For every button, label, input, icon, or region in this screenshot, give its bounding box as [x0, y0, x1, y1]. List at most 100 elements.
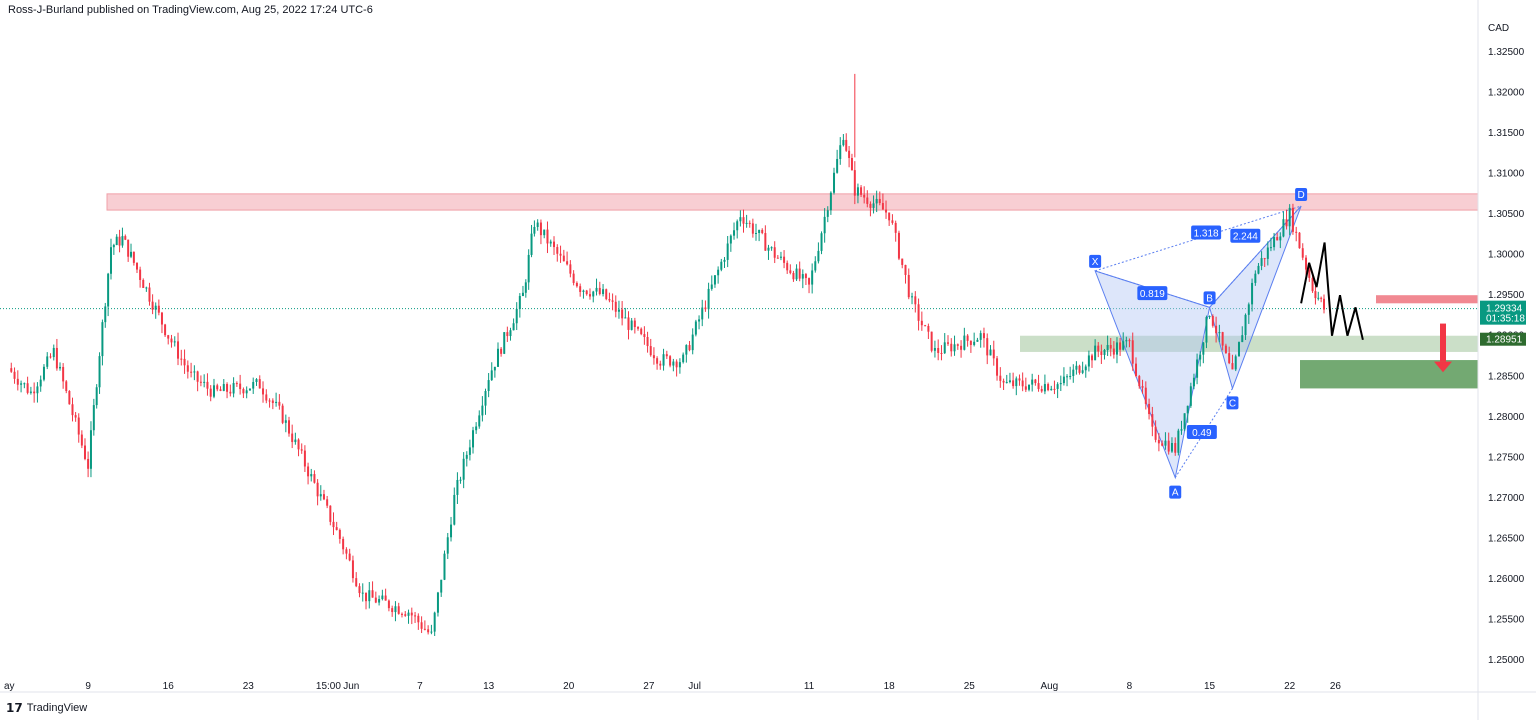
candle-body	[969, 340, 972, 345]
candle-body	[1211, 316, 1214, 326]
candle-body	[729, 235, 732, 244]
candle-body	[490, 370, 493, 381]
tradingview-footer[interactable]: 𝟭𝟳 TradingView	[6, 701, 87, 715]
candle-body	[342, 538, 345, 550]
candle-body	[1199, 354, 1202, 360]
candle-body	[400, 613, 403, 615]
candle-body	[478, 415, 481, 427]
candle-body	[271, 400, 274, 404]
candle-body	[1231, 363, 1234, 370]
candle-body	[947, 342, 949, 344]
ratio-badge	[1230, 228, 1261, 243]
candle-body	[1295, 231, 1298, 233]
candle-body	[59, 366, 62, 369]
candle-body	[1276, 237, 1279, 241]
candle-body	[588, 294, 591, 297]
pattern-point-badge	[1226, 396, 1239, 410]
price-tick: 1.28500	[1488, 371, 1525, 382]
candle-body	[52, 347, 55, 358]
candle-body	[493, 366, 496, 371]
candle-body	[1269, 247, 1272, 249]
pattern-point-badge	[1295, 188, 1308, 202]
candle-body	[640, 328, 643, 335]
candle-body	[417, 615, 420, 623]
candle-body	[863, 194, 866, 198]
candle-body	[1128, 340, 1131, 342]
candle-body	[423, 628, 426, 630]
candle-body	[585, 290, 588, 295]
candle-body	[49, 356, 52, 358]
candle-body	[130, 251, 133, 257]
ratio-badge	[1191, 225, 1222, 240]
candle-body	[1167, 440, 1170, 452]
candle-body	[132, 251, 135, 263]
candle-body	[710, 284, 713, 289]
candle-body	[685, 345, 688, 355]
candle-body	[242, 389, 245, 394]
candle-body	[440, 579, 443, 593]
date-tick: 9	[85, 681, 91, 692]
candle-body	[462, 458, 465, 480]
candle-body	[885, 209, 888, 213]
candle-body	[1241, 335, 1244, 343]
candle-body	[307, 466, 310, 477]
candle-body	[55, 347, 58, 369]
candle-body	[736, 221, 739, 231]
candle-body	[288, 420, 291, 434]
pattern-point-badge	[1089, 254, 1102, 268]
candle-body	[611, 300, 614, 302]
candle-body	[512, 323, 515, 331]
candle-body	[614, 301, 617, 312]
candle-body	[720, 261, 723, 270]
candle-body	[326, 499, 329, 506]
candle-body	[894, 222, 897, 233]
date-tick: 22	[1284, 681, 1296, 692]
candle-body	[1059, 383, 1062, 385]
candle-body	[930, 331, 933, 351]
zone-small-resistance	[1376, 295, 1478, 304]
date-tick: 23	[243, 681, 255, 692]
candle-body	[678, 362, 681, 368]
candle-body	[397, 606, 400, 614]
candle-body	[904, 264, 907, 275]
candle-body	[633, 320, 636, 328]
candle-body	[979, 333, 982, 340]
date-tick: ay	[4, 681, 15, 692]
candle-body	[1151, 414, 1154, 427]
candle-body	[265, 394, 268, 401]
candle-body	[1263, 258, 1266, 260]
candle-body	[1298, 232, 1301, 249]
candle-body	[365, 592, 368, 602]
candle-body	[450, 524, 453, 538]
candle-body	[1037, 383, 1040, 390]
candle-body	[465, 454, 468, 459]
price-tick: 1.32500	[1488, 47, 1525, 58]
date-tick: 18	[884, 681, 896, 692]
candle-body	[252, 382, 255, 389]
candle-body	[592, 291, 595, 297]
candle-body	[811, 270, 814, 285]
candle-body	[694, 321, 697, 335]
candle-body	[608, 299, 611, 301]
candle-body	[617, 309, 620, 312]
date-tick: 27	[643, 681, 655, 692]
candle-body	[148, 287, 151, 302]
candle-body	[258, 379, 261, 389]
candle-body	[503, 332, 506, 354]
candle-body	[1138, 376, 1141, 387]
candle-body	[203, 381, 206, 383]
candle-body	[186, 365, 189, 372]
candle-body	[621, 309, 624, 319]
candle-body	[135, 262, 138, 270]
candle-body	[33, 391, 36, 394]
candle-body	[891, 220, 894, 223]
candle-body	[1254, 273, 1257, 283]
candle-body	[897, 232, 900, 259]
candle-body	[68, 390, 71, 405]
ratio-badge	[1186, 425, 1217, 440]
candle-body	[856, 187, 859, 196]
candle-body	[569, 264, 572, 274]
candle-body	[1215, 325, 1218, 334]
price-tick: 1.25000	[1488, 655, 1525, 666]
